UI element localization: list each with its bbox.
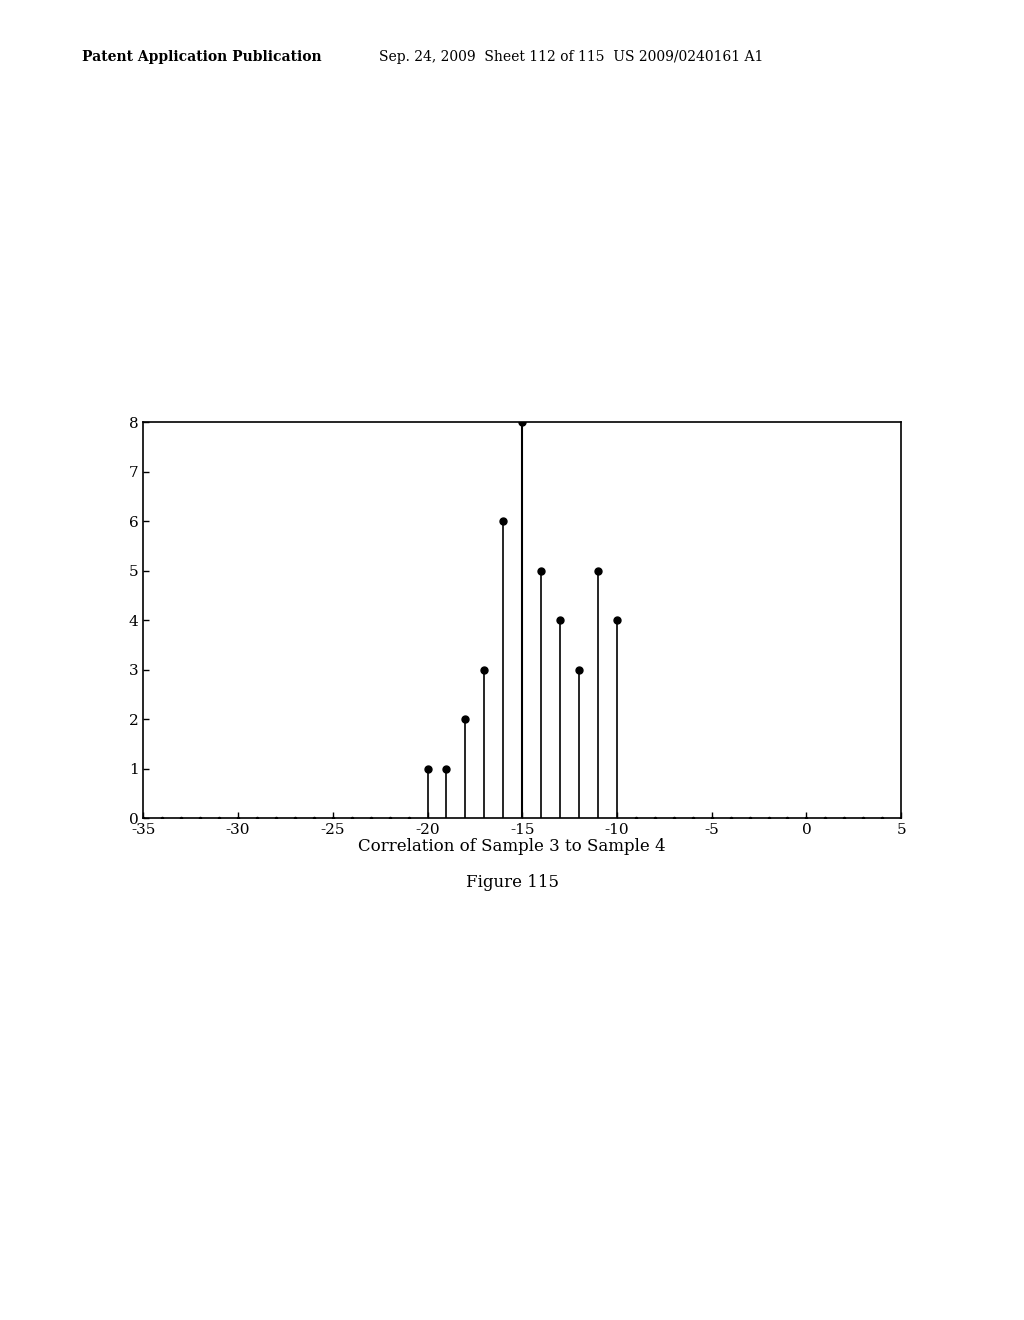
Text: Patent Application Publication: Patent Application Publication: [82, 50, 322, 65]
Text: Figure 115: Figure 115: [466, 874, 558, 891]
Text: Correlation of Sample 3 to Sample 4: Correlation of Sample 3 to Sample 4: [358, 838, 666, 855]
Text: Sep. 24, 2009  Sheet 112 of 115  US 2009/0240161 A1: Sep. 24, 2009 Sheet 112 of 115 US 2009/0…: [379, 50, 763, 65]
